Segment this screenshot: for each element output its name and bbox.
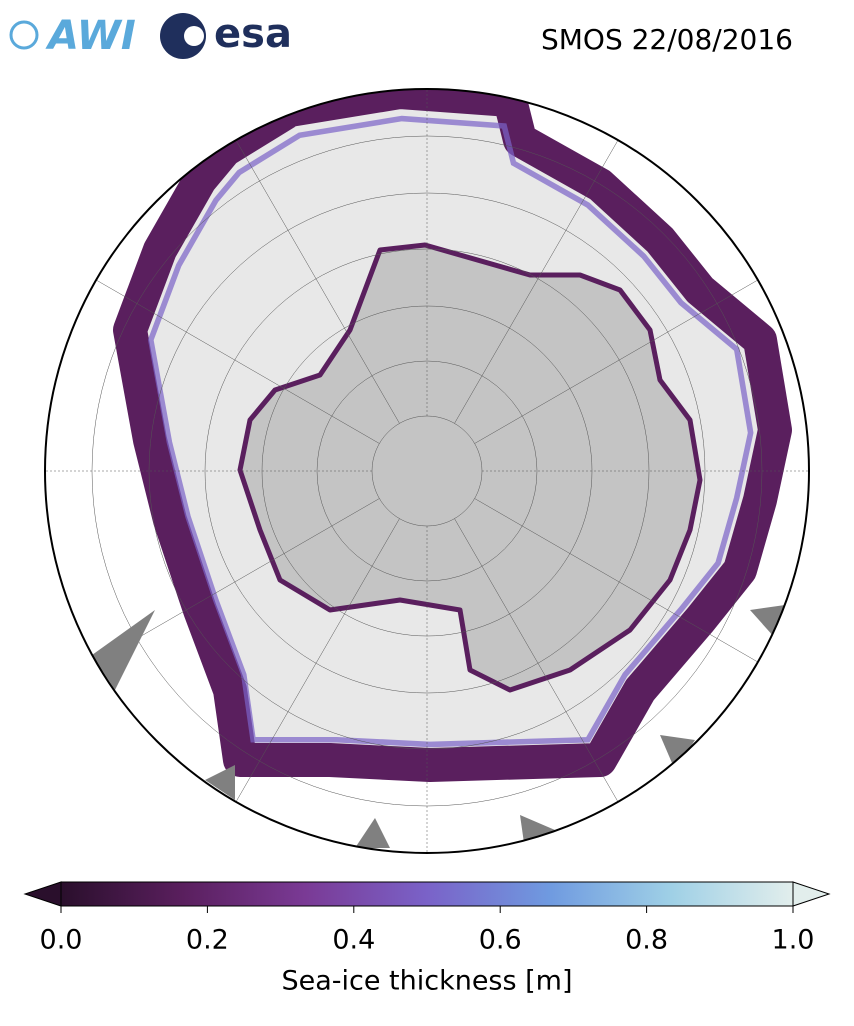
- esa-icon: [160, 13, 206, 59]
- colorbar-over: [792, 881, 831, 907]
- logos: AWI esa: [9, 11, 292, 59]
- colorbar-tick-label: 0.8: [625, 925, 668, 956]
- land: [92, 610, 155, 690]
- meridian: [235, 518, 400, 802]
- map: [45, 89, 809, 853]
- awi-icon: [9, 20, 39, 50]
- antarctica: [237, 242, 703, 693]
- meridian: [454, 140, 619, 424]
- meridian: [235, 140, 400, 424]
- map-frame: [44, 88, 810, 854]
- land: [355, 818, 390, 848]
- sea-ice-inner-band: [147, 115, 754, 748]
- graticule: [45, 89, 809, 853]
- meridian: [454, 518, 619, 802]
- meridian: [474, 279, 758, 444]
- colorbar-scale: [60, 881, 794, 907]
- awi-logo: AWI: [45, 13, 136, 59]
- colorbar-under: [23, 881, 62, 907]
- colorbar-tick-label: 0.0: [40, 925, 83, 956]
- title: SMOS 22/08/2016: [541, 23, 793, 56]
- esa-logo: esa: [214, 11, 292, 57]
- land: [205, 765, 235, 800]
- meridian: [96, 498, 380, 663]
- colorbar-tick-label: 1.0: [772, 925, 815, 956]
- colorbar-tick-label: 0.4: [332, 925, 375, 956]
- colorbar-tick-label: 0.6: [479, 925, 522, 956]
- colorbar: [23, 881, 831, 907]
- colorbar-tick-label: 0.2: [186, 925, 229, 956]
- colorbar-label: Sea-ice thickness [m]: [281, 966, 572, 997]
- esa-icon-inner: [184, 26, 204, 46]
- land: [660, 735, 695, 770]
- meridian: [474, 498, 758, 663]
- meridian: [96, 279, 380, 444]
